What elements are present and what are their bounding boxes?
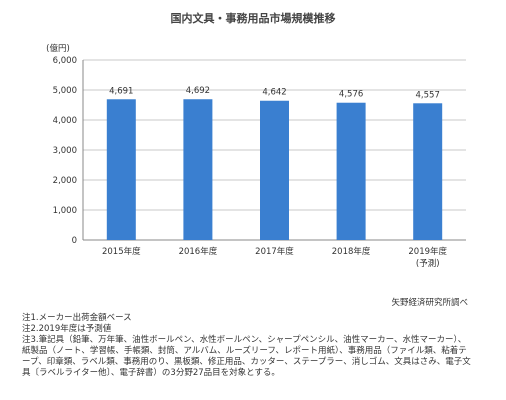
x-tick-label: 2019年度 xyxy=(408,246,447,257)
y-tick-label: 0 xyxy=(72,236,77,246)
bar xyxy=(183,99,213,241)
x-tick-label: 2016年度 xyxy=(179,246,218,257)
x-tick-label: 2017年度 xyxy=(255,246,294,257)
note-3: 注3.筆記具（鉛筆、万年筆、油性ボールペン、水性ボールペン、シャープペンシル、油… xyxy=(22,335,471,378)
y-axis-label: (億円) xyxy=(46,43,70,54)
data-label: 4,692 xyxy=(186,86,210,96)
source-credit: 矢野経済研究所調べ xyxy=(391,298,468,308)
bar xyxy=(106,99,136,241)
note-1: 注1.メーカー出荷金額ベース xyxy=(22,313,132,323)
data-label: 4,576 xyxy=(339,90,363,100)
chart-title: 国内文具・事務用品市場規模推移 xyxy=(170,12,336,25)
y-tick-label: 4,000 xyxy=(53,116,77,126)
note-2: 注2.2019年度は予測値 xyxy=(22,324,112,334)
y-tick-label: 3,000 xyxy=(53,146,77,156)
y-tick-label: 6,000 xyxy=(53,56,77,66)
bar xyxy=(336,102,366,240)
data-label: 4,557 xyxy=(416,90,440,100)
bar xyxy=(413,103,443,240)
y-tick-label: 1,000 xyxy=(53,206,77,216)
data-label: 4,642 xyxy=(262,88,286,98)
bar-chart: 0 1,000 2,000 3,000 4,000 5,000 6,000 (億円) 4,691… xyxy=(46,43,466,269)
y-tick-label: 5,000 xyxy=(53,86,77,96)
x-tick-label: 2015年度 xyxy=(102,246,141,257)
x-tick-label: 2018年度 xyxy=(332,246,371,257)
x-tick-sublabel: (予測) xyxy=(416,258,440,269)
notes: 注1.メーカー出荷金額ベース 注2.2019年度は予測値 注3.筆記具（鉛筆、万… xyxy=(22,313,474,379)
bar xyxy=(260,100,289,241)
data-label: 4,691 xyxy=(109,86,133,96)
y-tick-label: 2,000 xyxy=(53,176,77,186)
